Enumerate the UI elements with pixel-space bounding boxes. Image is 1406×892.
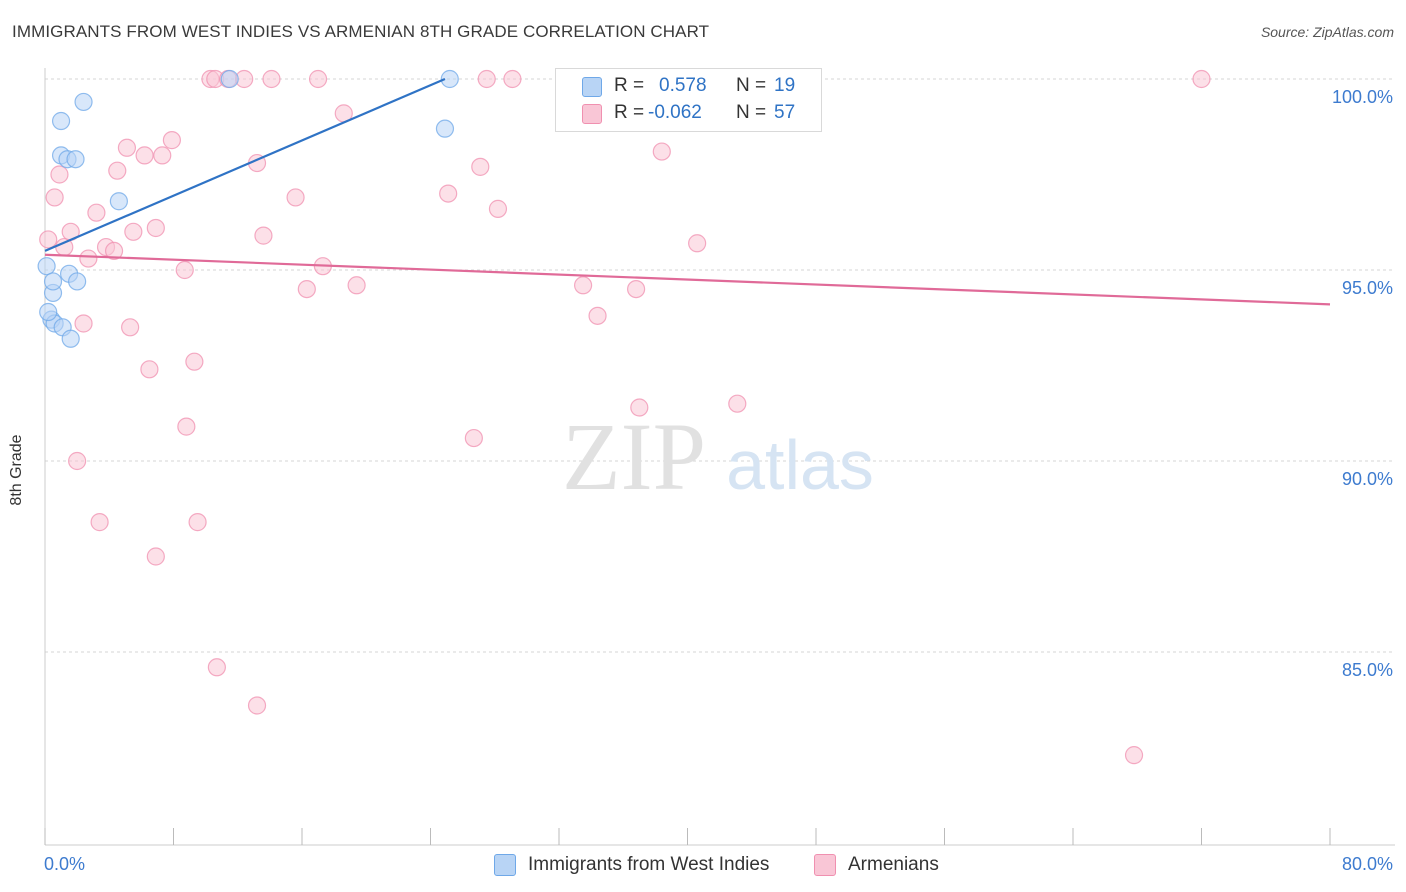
data-point-armenians (262, 69, 281, 89)
y-tick-label: 85.0% (1342, 660, 1393, 680)
data-point-armenians (45, 188, 64, 207)
axis-layer (44, 68, 1395, 846)
data-point-armenians (87, 203, 106, 222)
y-tick-label: 100.0% (1332, 87, 1393, 107)
data-point-armenians (503, 69, 522, 89)
legend-n-label: N = (736, 75, 767, 96)
legend-r-label: R = (614, 75, 645, 96)
legend-swatch-armenians (582, 104, 602, 124)
legend-swatch-west-indies (494, 854, 516, 876)
legend-r-value: 0.578 (659, 75, 707, 96)
data-point-west-indies (39, 302, 58, 322)
data-point-west-indies (61, 329, 80, 348)
data-point-west-indies (68, 272, 87, 291)
data-point-west-indies (440, 69, 459, 89)
legend-n-value: 19 (774, 75, 796, 96)
data-point-armenians (124, 222, 143, 241)
data-point-west-indies (37, 257, 56, 276)
series-legend: Immigrants from West Indies Armenians (0, 851, 1406, 879)
data-point-armenians (162, 131, 181, 150)
data-point-armenians (121, 318, 140, 337)
legend-swatch-armenians (814, 854, 836, 876)
data-point-armenians (247, 696, 267, 715)
legend-r-label: R = (614, 102, 645, 123)
data-point-armenians (74, 314, 93, 333)
watermark-zip: ZIP (562, 403, 706, 510)
data-point-west-indies (435, 119, 455, 138)
legend-swatch-west-indies (582, 77, 602, 97)
data-point-armenians (146, 547, 165, 566)
watermark: ZIP atlas (562, 403, 874, 510)
x-tick-label: 80.0% (1342, 854, 1393, 874)
data-point-armenians (630, 398, 649, 417)
data-point-armenians (104, 241, 124, 260)
y-axis-label: 8th Grade (8, 434, 25, 506)
chart-title: IMMIGRANTS FROM WEST INDIES VS ARMENIAN … (12, 22, 710, 41)
data-point-armenians (207, 658, 226, 677)
legend-label-armenians: Armenians (848, 854, 939, 875)
data-point-armenians (135, 146, 154, 165)
trend-line-west-indies (44, 77, 446, 252)
data-point-armenians (188, 513, 207, 532)
data-point-armenians (90, 513, 109, 532)
data-point-west-indies (220, 69, 239, 89)
legend-label-west-indies: Immigrants from West Indies (528, 854, 770, 875)
legend-n-value: 57 (774, 102, 796, 123)
correlation-legend: R = 0.578 N = 19 R = -0.062 N = 57 (555, 68, 822, 132)
data-point-armenians (1192, 69, 1211, 89)
data-point-armenians (347, 276, 366, 295)
data-point-armenians (728, 394, 747, 413)
source-label: Source: ZipAtlas.com (1260, 24, 1394, 40)
trend-layer (44, 77, 1331, 306)
data-point-armenians (185, 352, 204, 371)
data-point-armenians (573, 276, 593, 295)
data-point-armenians (68, 451, 87, 471)
trend-line-armenians (44, 253, 1331, 306)
data-point-armenians (626, 280, 646, 299)
data-point-armenians (477, 69, 496, 89)
data-point-armenians (108, 161, 127, 180)
y-tick-label: 90.0% (1342, 469, 1393, 489)
data-point-armenians (177, 417, 196, 436)
legend-n-label: N = (736, 102, 767, 123)
data-point-west-indies (109, 192, 128, 211)
data-point-west-indies (51, 111, 71, 131)
data-point-armenians (79, 249, 98, 268)
data-point-west-indies (43, 272, 63, 291)
data-point-armenians (153, 146, 172, 165)
points-layer (37, 69, 1211, 765)
data-point-armenians (439, 184, 458, 203)
data-point-west-indies (74, 92, 93, 112)
y-tick-label: 95.0% (1342, 278, 1393, 298)
watermark-atlas: atlas (726, 426, 874, 504)
legend-r-value: -0.062 (648, 102, 702, 123)
data-point-armenians (652, 142, 671, 161)
data-point-west-indies (66, 150, 85, 169)
data-point-armenians (146, 218, 165, 238)
legend-row-west-indies: R = 0.578 N = 19 (556, 73, 821, 99)
legend-row-armenians: R = -0.062 N = 57 (556, 100, 821, 126)
data-point-armenians (464, 428, 483, 448)
data-point-armenians (286, 188, 305, 207)
data-point-armenians (588, 306, 607, 325)
data-point-armenians (688, 234, 707, 253)
data-point-armenians (488, 199, 508, 218)
data-point-armenians (140, 360, 159, 379)
data-point-armenians (39, 230, 58, 249)
data-point-armenians (308, 69, 328, 89)
tick-labels: 100.0% 95.0% 90.0% 85.0% 0.0% 80.0% (44, 87, 1393, 874)
data-point-armenians (175, 260, 194, 280)
data-point-armenians (254, 226, 273, 245)
data-point-armenians (471, 157, 490, 176)
x-tick-label: 0.0% (44, 854, 85, 874)
data-point-armenians (117, 138, 137, 157)
data-point-armenians (297, 280, 316, 299)
data-point-armenians (1124, 746, 1144, 765)
data-point-armenians (50, 165, 69, 184)
